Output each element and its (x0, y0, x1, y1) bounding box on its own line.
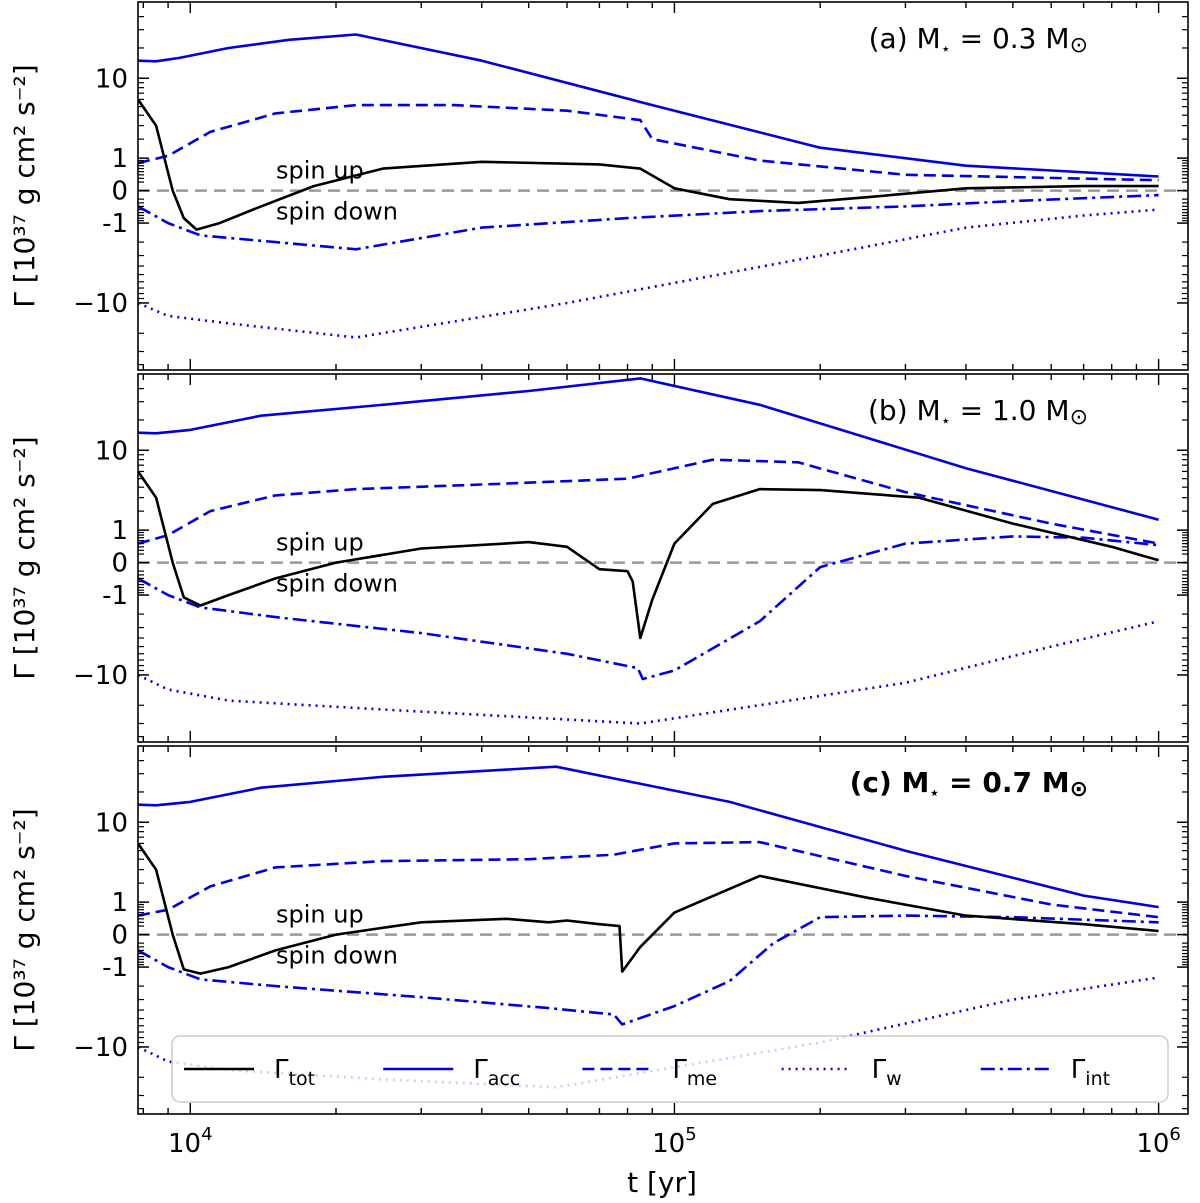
spin-down-label: spin down (276, 942, 398, 970)
panel-title-prefix: (b) M (868, 394, 941, 427)
legend-sub: tot (289, 1068, 316, 1090)
x-tick-base: 10 (1136, 1129, 1169, 1159)
x-tick-label: 104 (168, 1124, 213, 1159)
legend-label-w: Γw (872, 1055, 902, 1090)
series-line-acc (138, 33, 1159, 178)
spin-down-label: spin down (276, 570, 398, 598)
series-group (138, 33, 1159, 339)
y-tick-label: 10 (95, 808, 128, 838)
legend-label-tot: Γtot (274, 1055, 315, 1090)
x-tick-base: 10 (168, 1129, 201, 1159)
legend-label-int: Γint (1071, 1055, 1110, 1090)
plot-frame (137, 373, 1189, 743)
legend: Γtot Γacc Γme Γw Γint (171, 1035, 1169, 1103)
series-line-me (138, 840, 1159, 919)
y-tick-label: -1 (102, 209, 128, 239)
series-line-tot (138, 98, 1159, 231)
legend-label-me: Γme (672, 1055, 717, 1090)
series-line-tot (138, 842, 1159, 975)
legend-sub: int (1085, 1068, 1110, 1090)
y-tick-label: 0 (111, 549, 128, 579)
series-line-acc (138, 765, 1159, 909)
x-tick-label: 106 (1136, 1124, 1181, 1159)
panel-title-mass: = 0.3 M (951, 22, 1070, 55)
series-line-me (138, 103, 1159, 182)
series-line-int (138, 193, 1159, 251)
y-tick-label: −10 (73, 289, 128, 319)
y-tick-label: 1 (111, 888, 128, 918)
panel-title: (b) M⋆ = 1.0 M⊙ (868, 394, 1088, 430)
x-tick-exp: 4 (201, 1124, 212, 1145)
spin-up-label: spin up (276, 529, 364, 557)
spin-down-label: spin down (276, 198, 398, 226)
panel-title-mass: = 1.0 M (951, 394, 1070, 427)
legend-gamma: Γ (274, 1055, 289, 1085)
y-tick-label: 10 (95, 64, 128, 94)
y-tick-label: 1 (111, 144, 128, 174)
y-axis-label: Γ [10³⁷ g cm² s⁻²] (8, 808, 41, 1051)
y-tick-label: 0 (111, 177, 128, 207)
plot-frame (137, 745, 1189, 1115)
legend-label-acc: Γacc (473, 1055, 520, 1090)
legend-gamma: Γ (672, 1055, 687, 1085)
series-line-acc (138, 377, 1159, 521)
panel-title-prefix: (a) M (869, 22, 941, 55)
y-tick-label: -1 (102, 581, 128, 611)
y-axis-label: Γ [10³⁷ g cm² s⁻²] (8, 64, 41, 307)
panel-title-sun: ⊙ (1070, 777, 1088, 802)
legend-sub: me (687, 1068, 717, 1090)
x-axis-label: t [yr] (627, 1166, 697, 1199)
x-tick-base: 10 (652, 1129, 685, 1159)
legend-sub: acc (488, 1068, 521, 1090)
y-tick-label: 1 (111, 516, 128, 546)
legend-box (171, 1035, 1169, 1103)
panel-title-sun: ⊙ (1070, 405, 1088, 430)
spin-up-label: spin up (276, 157, 364, 185)
legend-sub: w (886, 1068, 902, 1090)
legend-gamma: Γ (1071, 1055, 1086, 1085)
y-tick-label: 0 (111, 921, 128, 951)
y-tick-label: −10 (73, 1033, 128, 1063)
spin-up-label: spin up (276, 901, 364, 929)
x-tick-exp: 5 (685, 1124, 696, 1145)
series-line-w (138, 208, 1159, 339)
panel-title-star: ⋆ (941, 411, 951, 430)
panel-title-mass: = 0.7 M (939, 766, 1069, 799)
panel-title-prefix: (c) M (850, 766, 930, 799)
series-line-tot (138, 470, 1159, 640)
panel-title: (a) M⋆ = 0.3 M⊙ (869, 22, 1088, 58)
panel-title-star: ⋆ (929, 783, 939, 802)
x-tick-exp: 6 (1169, 1124, 1180, 1145)
legend-gamma: Γ (473, 1055, 488, 1085)
panel-title-star: ⋆ (941, 39, 951, 58)
y-tick-label: -1 (102, 953, 128, 983)
series-line-w (138, 620, 1159, 725)
legend-gamma: Γ (872, 1055, 887, 1085)
series-group (138, 377, 1159, 725)
panel-title-sun: ⊙ (1070, 33, 1088, 58)
y-tick-label: 10 (95, 436, 128, 466)
plot-frame (137, 1, 1189, 371)
y-tick-label: −10 (73, 661, 128, 691)
y-axis-label: Γ [10³⁷ g cm² s⁻²] (8, 436, 41, 679)
series-line-int (138, 535, 1159, 681)
series-line-int (138, 914, 1159, 1026)
x-tick-label: 105 (652, 1124, 697, 1159)
panel-title: (c) M⋆ = 0.7 M⊙ (850, 766, 1088, 802)
